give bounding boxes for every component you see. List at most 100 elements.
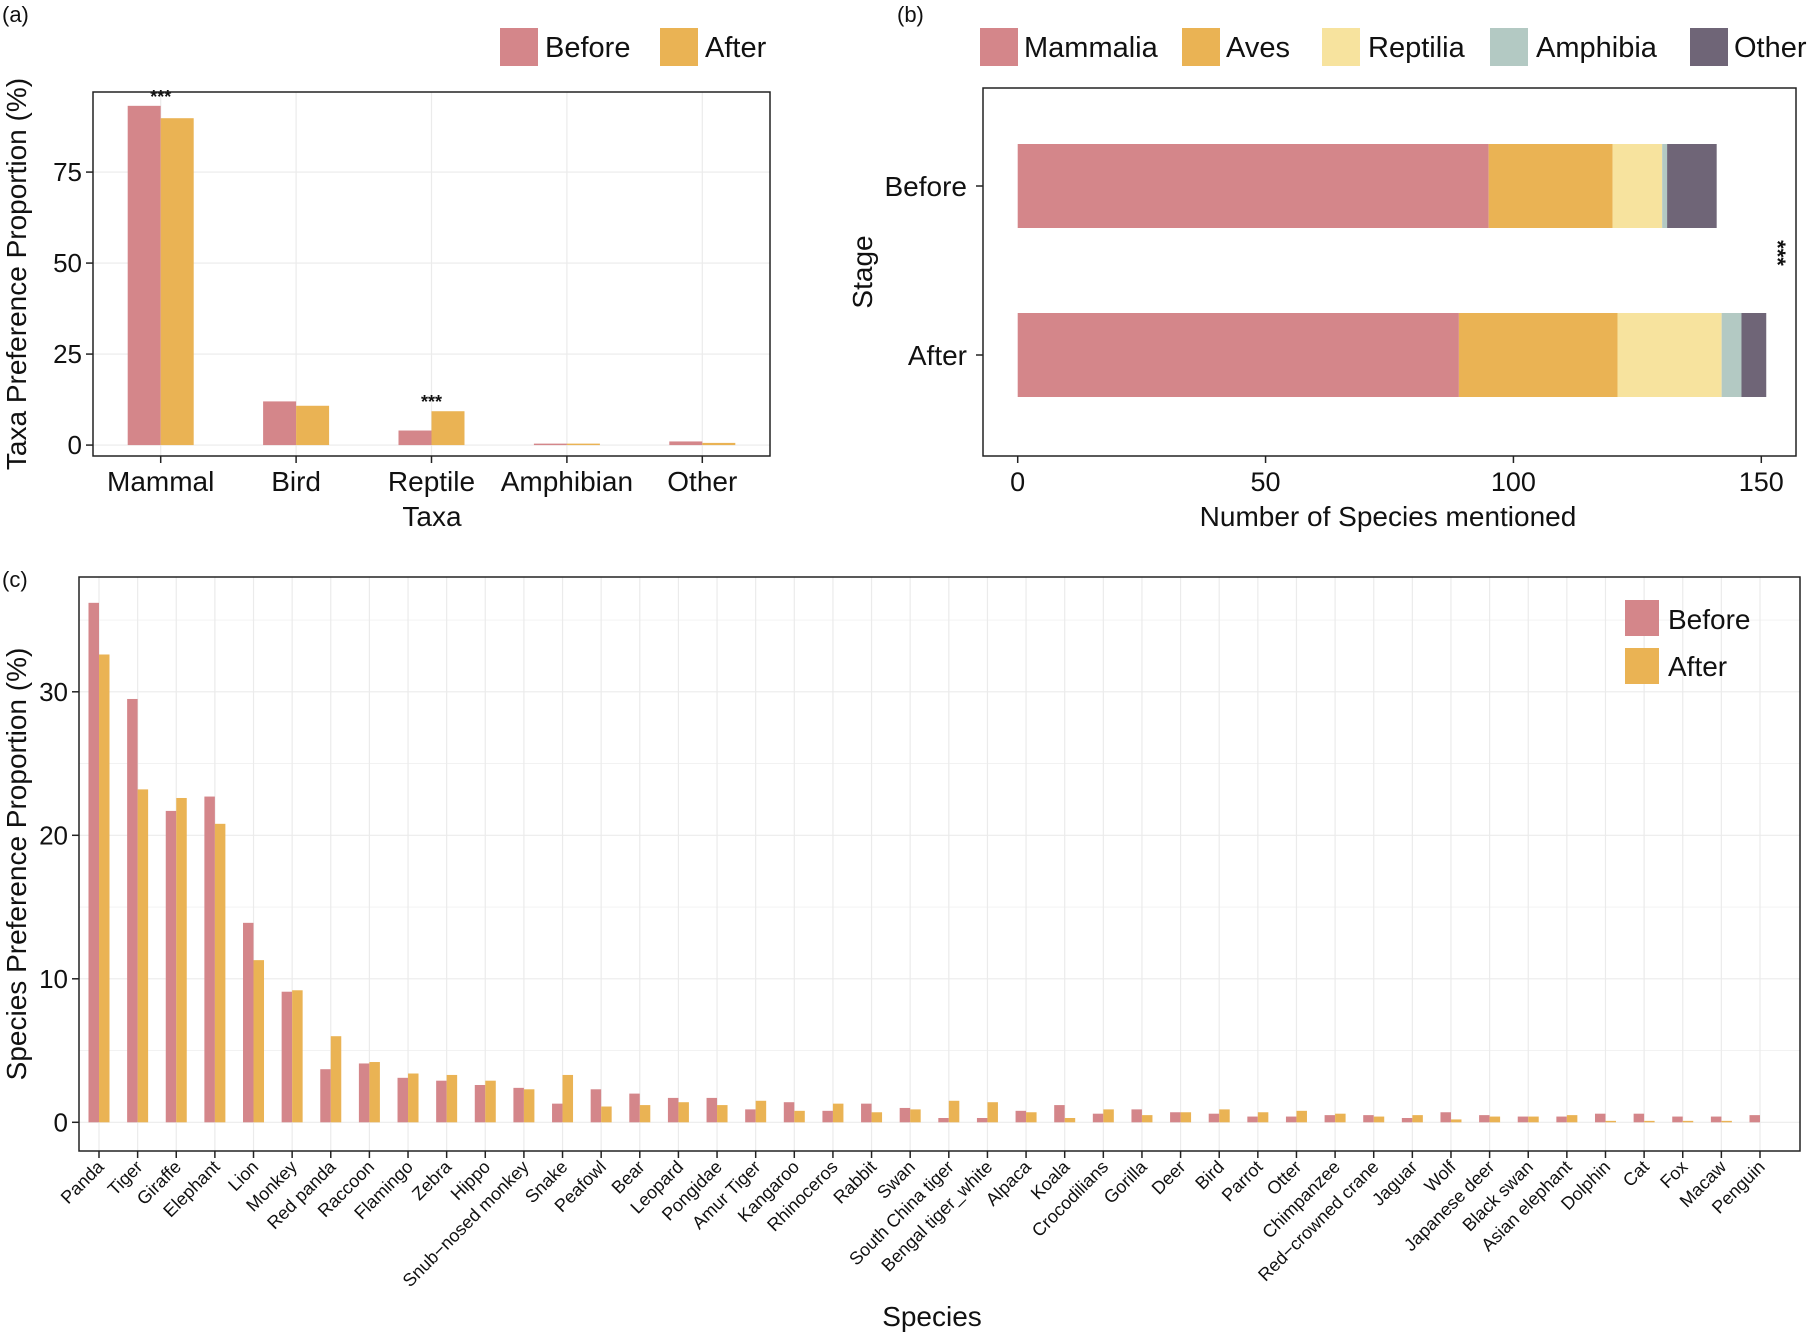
panel-b-y-axis-title: Stage	[847, 235, 878, 308]
y-tick-label-0: 0	[54, 1107, 68, 1137]
panel-c-legend: Before After	[1625, 600, 1751, 684]
y-tick-label-after: After	[908, 340, 967, 371]
bar-after-otter	[1296, 1110, 1307, 1123]
x-tick-label-zebra: Zebra	[408, 1156, 456, 1204]
x-tick-label-panda: Panda	[57, 1156, 109, 1208]
bar-before-flamingo	[397, 1077, 409, 1123]
bar-before-koala	[1054, 1105, 1065, 1123]
bar-after-jaguar	[1412, 1115, 1423, 1123]
bar-after-snub-nosed-monkey	[523, 1089, 535, 1123]
x-tick-label-other: Other	[667, 466, 737, 497]
x-tick-label-mammal: Mammal	[107, 466, 214, 497]
bar-segment-mammalia-before	[1017, 144, 1489, 228]
bar-before-swan	[899, 1107, 911, 1123]
bar-after-cat	[1644, 1120, 1655, 1123]
bar-after-alpaca	[1026, 1112, 1037, 1123]
bar-segment-other-after	[1741, 313, 1767, 397]
panel-b-legend: Mammalia Aves Reptilia Amphibia Other	[980, 28, 1807, 66]
bar-before-dolphin	[1594, 1113, 1606, 1123]
bar-after-flamingo	[408, 1073, 419, 1123]
bar-before-bird	[263, 401, 297, 446]
bar-segment-mammalia-after	[1017, 313, 1459, 397]
panel-a-x-axis-title: Taxa	[402, 501, 462, 532]
panel-b-x-axis-title: Number of Species mentioned	[1200, 501, 1577, 532]
bar-before-zebra	[436, 1080, 447, 1123]
bar-before-penguin	[1749, 1115, 1760, 1123]
bar-after-dolphin	[1605, 1120, 1616, 1123]
bar-before-bengal-tiger-white	[976, 1117, 988, 1123]
bar-after-leopard	[678, 1102, 689, 1123]
bar-before-amphibian	[533, 443, 567, 446]
bar-after-pongidae	[717, 1105, 728, 1123]
y-tick-label-30: 30	[39, 677, 68, 707]
bar-before-chimpanzee	[1324, 1115, 1336, 1123]
legend-label-mammalia: Mammalia	[1024, 32, 1159, 64]
bar-after-hippo	[485, 1080, 496, 1123]
bar-before-rabbit	[861, 1103, 872, 1123]
bar-after-parrot	[1257, 1112, 1269, 1123]
legend-label-after: After	[705, 32, 767, 64]
bar-before-alpaca	[1015, 1110, 1027, 1123]
bar-before-leopard	[667, 1097, 679, 1123]
bar-after-zebra	[446, 1074, 458, 1123]
x-tick-label-150: 150	[1739, 467, 1784, 497]
bar-after-red-panda	[330, 1036, 342, 1123]
bar-before-amur-tiger	[745, 1109, 756, 1123]
bar-after-panda	[99, 654, 110, 1123]
legend-swatch-after	[1625, 648, 1659, 684]
legend-swatch-amphibia	[1490, 28, 1528, 66]
bar-after-mammal	[160, 118, 194, 446]
legend-swatch-after	[660, 28, 698, 66]
bar-before-asian-elephant	[1556, 1116, 1567, 1123]
bar-before-macaw	[1710, 1116, 1722, 1123]
bar-before-deer	[1170, 1112, 1181, 1123]
bar-before-cat	[1633, 1113, 1645, 1123]
bar-after-other	[702, 442, 736, 446]
bar-before-reptile	[398, 430, 432, 446]
legend-swatch-mammalia	[980, 28, 1018, 66]
panel-c-label: (c)	[2, 567, 28, 592]
bar-after-bear	[639, 1105, 651, 1123]
bar-after-amur-tiger	[755, 1100, 767, 1123]
bar-segment-aves-before	[1488, 144, 1613, 228]
bar-before-other	[669, 441, 703, 446]
y-tick-label-50: 50	[53, 248, 82, 278]
bar-before-hippo	[474, 1084, 486, 1123]
bar-before-fox	[1672, 1116, 1683, 1123]
bar-after-south-china-tiger	[948, 1100, 960, 1123]
bar-after-bird	[296, 405, 330, 446]
panel-b: (b) Mammalia Aves Reptilia Amphibia Othe…	[847, 2, 1807, 532]
panel-a-y-axis-title: Taxa Preference Proportion (%)	[1, 78, 32, 470]
panel-b-frame	[982, 87, 1797, 457]
bar-before-wolf	[1440, 1112, 1451, 1123]
panel-b-y-ticks: Before After	[885, 171, 983, 371]
x-tick-label-deer: Deer	[1148, 1157, 1190, 1199]
significance-reptile: ***	[421, 392, 442, 412]
bar-after-macaw	[1721, 1120, 1732, 1123]
bar-after-lion	[253, 960, 265, 1123]
legend-swatch-other	[1690, 28, 1728, 66]
bar-after-reptile	[431, 411, 465, 446]
panel-b-x-ticks: 0 50 100 150	[1010, 456, 1784, 497]
bar-before-rhinoceros	[822, 1110, 833, 1123]
panel-a-legend: Before After	[500, 28, 767, 66]
bar-before-crocodilians	[1092, 1113, 1104, 1123]
y-tick-label-10: 10	[39, 964, 68, 994]
bar-segment-amphibia-before	[1662, 144, 1668, 228]
bar-before-elephant	[204, 796, 215, 1123]
bar-before-monkey	[281, 991, 293, 1123]
bar-after-black-swan	[1528, 1116, 1539, 1123]
bar-after-fox	[1682, 1120, 1694, 1123]
bar-segment-aves-after	[1458, 313, 1618, 397]
x-tick-label-amphibian: Amphibian	[501, 466, 633, 497]
bar-after-gorilla	[1141, 1115, 1153, 1123]
bar-after-rabbit	[871, 1112, 883, 1123]
bar-before-parrot	[1247, 1116, 1258, 1123]
y-tick-label-before: Before	[885, 171, 968, 202]
bar-before-lion	[243, 922, 254, 1123]
bar-after-chimpanzee	[1335, 1113, 1346, 1123]
bar-after-raccoon	[369, 1062, 380, 1123]
panel-b-bars	[1017, 144, 1767, 397]
